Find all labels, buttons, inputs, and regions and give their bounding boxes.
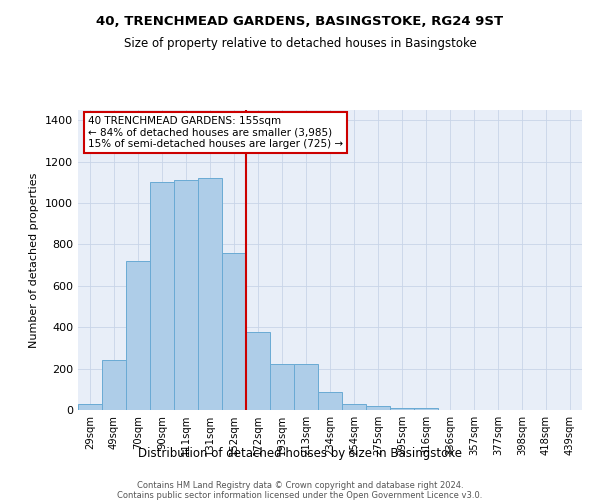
Bar: [222, 253, 246, 410]
Bar: [342, 404, 366, 410]
Text: 40, TRENCHMEAD GARDENS, BASINGSTOKE, RG24 9ST: 40, TRENCHMEAD GARDENS, BASINGSTOKE, RG2…: [97, 15, 503, 28]
Bar: [78, 404, 102, 410]
Bar: [198, 178, 222, 410]
Bar: [390, 408, 414, 410]
Bar: [174, 180, 198, 410]
Bar: [270, 364, 294, 410]
Text: Contains HM Land Registry data © Crown copyright and database right 2024.: Contains HM Land Registry data © Crown c…: [137, 481, 463, 490]
Bar: [102, 360, 126, 410]
Bar: [318, 392, 342, 410]
Text: 40 TRENCHMEAD GARDENS: 155sqm
← 84% of detached houses are smaller (3,985)
15% o: 40 TRENCHMEAD GARDENS: 155sqm ← 84% of d…: [88, 116, 343, 149]
Text: Contains public sector information licensed under the Open Government Licence v3: Contains public sector information licen…: [118, 491, 482, 500]
Text: Size of property relative to detached houses in Basingstoke: Size of property relative to detached ho…: [124, 38, 476, 51]
Bar: [246, 332, 270, 410]
Bar: [366, 406, 390, 410]
Y-axis label: Number of detached properties: Number of detached properties: [29, 172, 40, 348]
Bar: [150, 182, 174, 410]
Bar: [126, 261, 150, 410]
Text: Distribution of detached houses by size in Basingstoke: Distribution of detached houses by size …: [138, 448, 462, 460]
Bar: [414, 408, 438, 410]
Bar: [294, 364, 318, 410]
